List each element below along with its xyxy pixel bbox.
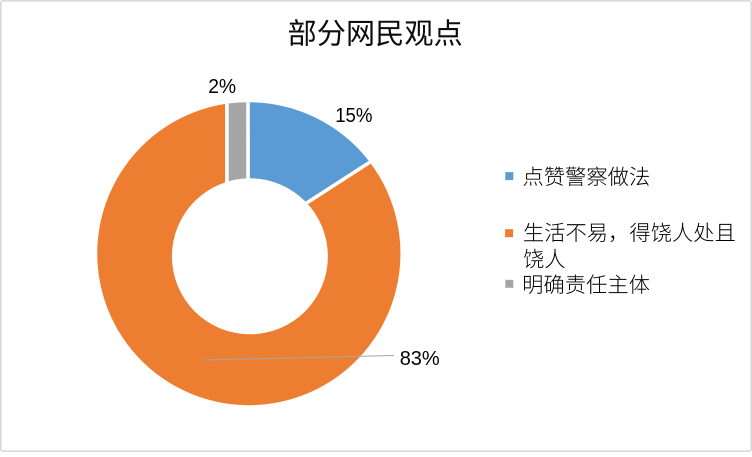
svg-text:2%: 2%	[208, 76, 236, 98]
svg-text:15%: 15%	[335, 105, 373, 127]
svg-text:83%: 83%	[400, 348, 440, 370]
